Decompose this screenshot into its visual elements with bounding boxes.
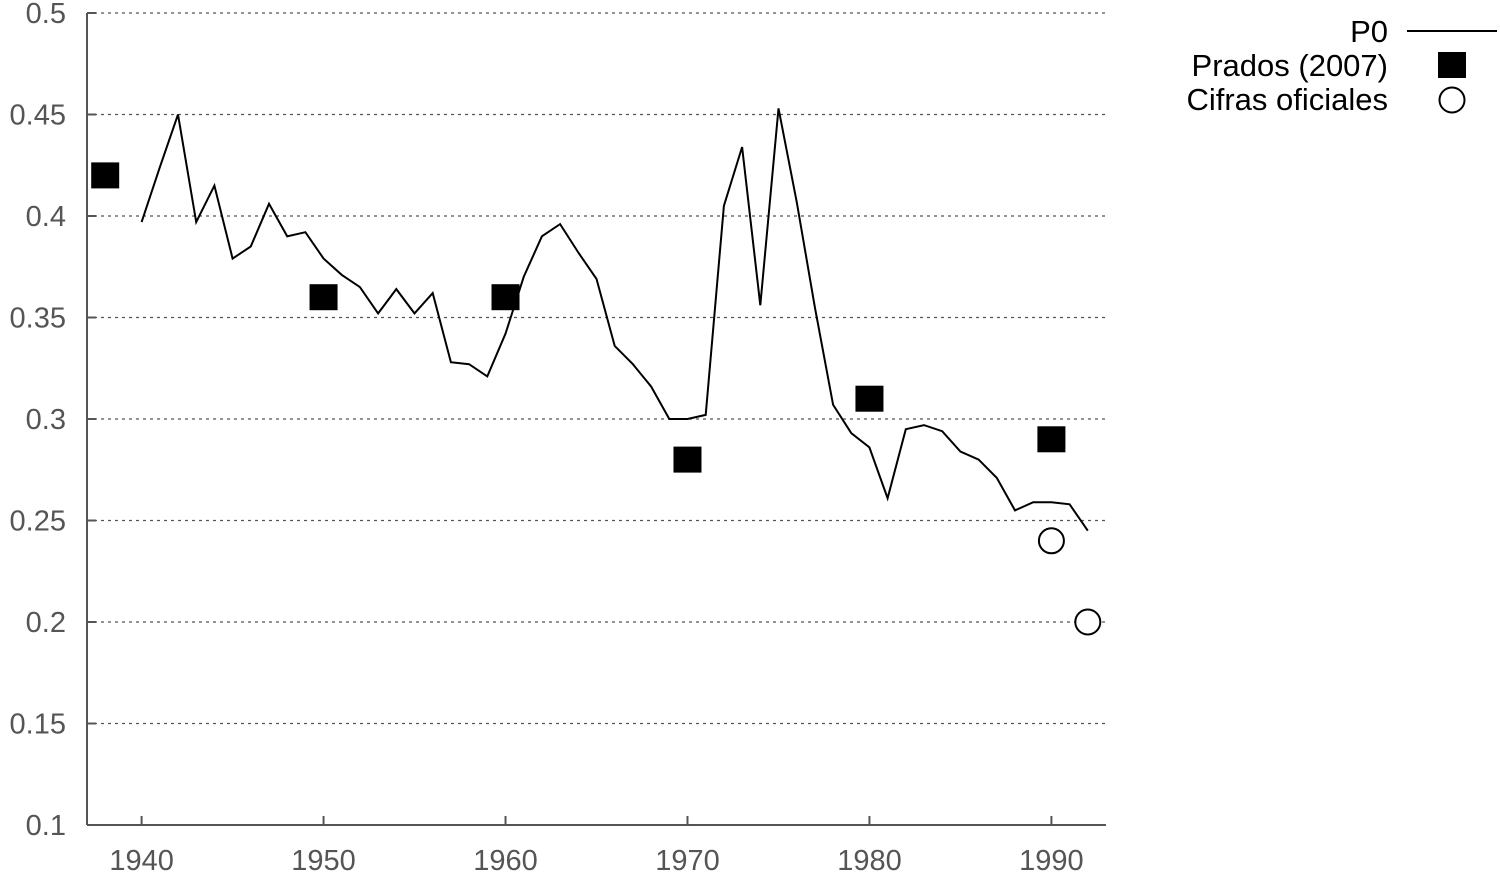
x-tick-label-1: 1950 [291, 845, 356, 875]
point-prados-2007-3 [673, 446, 702, 473]
point-prados-2007-4 [855, 385, 884, 412]
series-line-p0 [140, 108, 1089, 532]
legend-label-p0: P0 [1350, 14, 1388, 49]
plot-series [91, 108, 1102, 636]
x-tick-label-2: 1960 [473, 845, 538, 875]
y-tick-label-3: 0.25 [10, 506, 66, 538]
y-tick-label-6: 0.4 [26, 201, 66, 233]
axes: 0.1 0.15 0.2 0.25 0.3 0.35 0.4 0.45 0.5 1940 1950 1… [10, 0, 1106, 875]
x-tick-label-3: 1970 [655, 845, 720, 875]
legend-label-prados-2007: Prados (2007) [1192, 48, 1388, 83]
y-tick-label-5: 0.35 [10, 303, 66, 335]
point-prados-2007-5 [1037, 426, 1066, 453]
x-tick-label-5: 1990 [1019, 845, 1084, 875]
point-prados-2007-1 [309, 284, 338, 311]
x-tick-label-0: 1940 [109, 845, 174, 875]
y-tick-label-1: 0.15 [10, 709, 66, 741]
x-tick-label-4: 1980 [837, 845, 902, 875]
legend-label-cifras-oficiales: Cifras oficiales [1186, 82, 1388, 117]
legend-swatch-prados-2007 [1438, 52, 1466, 78]
y-tick-label-7: 0.45 [10, 100, 66, 132]
point-cifras-oficiales-0 [1037, 527, 1065, 555]
y-tick-label-8: 0.5 [26, 0, 66, 30]
y-tick-label-2: 0.2 [26, 607, 66, 639]
point-prados-2007-0 [91, 162, 120, 189]
y-tick-label-4: 0.3 [26, 404, 66, 436]
legend: P0 Prados (2007) Cifras oficiales [1186, 14, 1497, 117]
point-cifras-oficiales-1 [1074, 608, 1102, 636]
point-prados-2007-2 [491, 284, 520, 311]
grid-lines [87, 12, 1106, 725]
legend-swatch-cifras-oficiales [1438, 86, 1466, 114]
y-tick-label-0: 0.1 [26, 810, 66, 842]
